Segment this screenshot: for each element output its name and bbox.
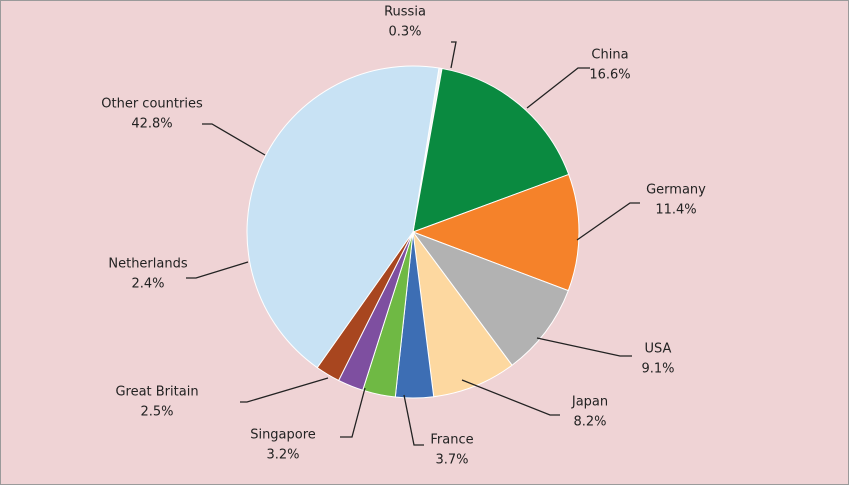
category-label: Great Britain xyxy=(115,385,198,400)
leader-line xyxy=(202,123,266,156)
category-label: Singapore xyxy=(250,428,316,443)
value-label: 8.2% xyxy=(573,415,606,430)
value-label: 3.7% xyxy=(435,453,468,468)
value-label: 16.6% xyxy=(589,68,630,83)
value-label: 9.1% xyxy=(641,362,674,377)
value-label: 2.5% xyxy=(140,405,173,420)
category-label: France xyxy=(430,433,473,448)
category-label: China xyxy=(591,48,628,63)
leader-line xyxy=(526,67,590,109)
leader-line xyxy=(403,394,424,446)
slice xyxy=(412,67,570,233)
leader-line xyxy=(536,337,632,357)
pie xyxy=(246,65,580,399)
value-label: 0.3% xyxy=(388,25,421,40)
category-label: Other countries xyxy=(101,97,203,112)
category-label: Japan xyxy=(571,395,608,410)
leader-line xyxy=(186,261,249,279)
leader-line xyxy=(340,387,366,438)
category-label: USA xyxy=(645,342,672,357)
value-label: 42.8% xyxy=(131,117,172,132)
labels: Russia 0.3% China 16.6% Germany 11.4% USA 9.1% J… xyxy=(101,5,706,468)
slice xyxy=(411,173,580,292)
slice xyxy=(246,65,440,369)
leader-line xyxy=(576,202,640,241)
category-label: Netherlands xyxy=(108,257,187,272)
category-label: Germany xyxy=(646,183,706,198)
value-label: 3.2% xyxy=(266,448,299,463)
leader-lines xyxy=(186,41,640,446)
category-label: Russia xyxy=(384,5,426,20)
leader-line xyxy=(461,379,560,416)
leader-line xyxy=(450,41,457,69)
leader-line xyxy=(240,377,329,403)
value-label: 11.4% xyxy=(655,203,696,218)
slice xyxy=(411,230,569,366)
value-label: 2.4% xyxy=(131,277,164,292)
